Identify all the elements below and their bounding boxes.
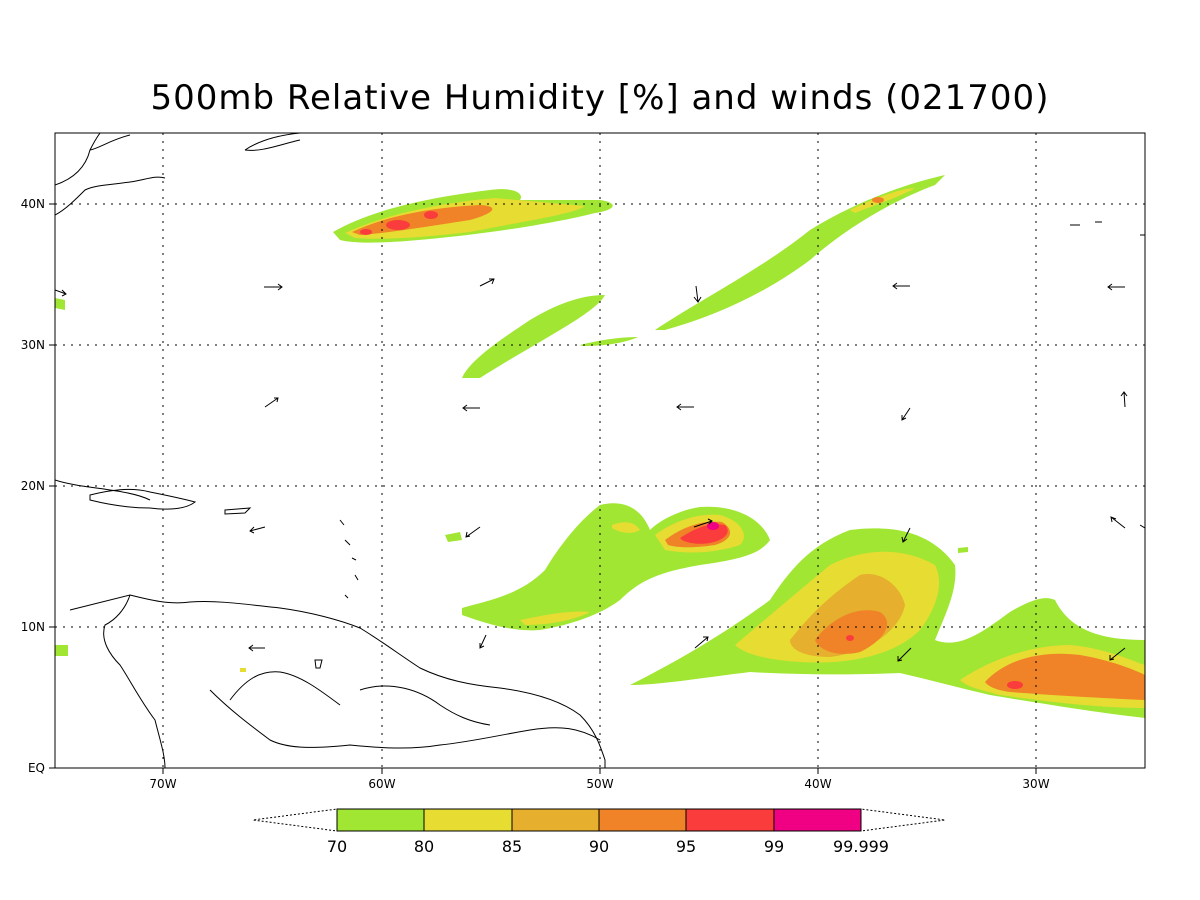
map-title: 500mb Relative Humidity [%] and winds (0… xyxy=(150,78,1050,118)
lon-label-30w: 30W xyxy=(1022,777,1049,791)
lon-label-40w: 40W xyxy=(804,777,831,791)
rh-region-east-90 xyxy=(985,653,1145,700)
wind-arrow xyxy=(248,644,265,652)
rh-spot-central-99 xyxy=(707,522,719,530)
lon-labels: 70W 60W 50W 40W 30W xyxy=(149,777,1049,791)
colorbar-low-extension xyxy=(252,808,338,832)
colorbar-label: 70 xyxy=(327,837,347,856)
colorbar-high-extension xyxy=(860,808,946,832)
rh-region-diagonal-70 xyxy=(655,175,945,330)
lon-label-70w: 70W xyxy=(149,777,176,791)
wind-arrow xyxy=(693,518,713,528)
colorbar-label: 99.999 xyxy=(833,837,889,856)
lat-label-20n: 20N xyxy=(21,479,45,493)
colorbar-label: 95 xyxy=(676,837,696,856)
south-america-coast xyxy=(69,594,606,768)
coastlines xyxy=(55,133,1145,768)
wind-arrow xyxy=(462,404,480,412)
colorbar-swatch xyxy=(773,808,862,832)
graticule xyxy=(55,133,1145,768)
rh-region-30n-70 xyxy=(462,295,605,378)
colorbar-label: 99 xyxy=(764,837,784,856)
rh-spot-north-95 xyxy=(386,220,410,230)
wind-arrow xyxy=(901,527,911,543)
lat-label-eq: EQ xyxy=(28,761,45,775)
wind-arrow xyxy=(55,289,67,297)
colorbar-label: 85 xyxy=(502,837,522,856)
wind-arrow xyxy=(479,278,495,287)
cuba-coast xyxy=(55,479,151,501)
lat-label-40n: 40N xyxy=(21,197,45,211)
colorbar-swatch xyxy=(685,808,775,832)
wind-arrow xyxy=(479,634,487,649)
lon-label-50w: 50W xyxy=(586,777,613,791)
hispaniola-coast xyxy=(89,488,197,510)
lon-label-60w: 60W xyxy=(368,777,395,791)
wind-arrow xyxy=(1120,391,1128,408)
colorbar-swatch xyxy=(598,808,687,832)
wind-arrow xyxy=(694,636,709,649)
wind-arrow xyxy=(676,403,694,411)
lat-label-10n: 10N xyxy=(21,620,45,634)
wind-arrow xyxy=(1109,647,1126,661)
lat-label-30n: 30N xyxy=(21,338,45,352)
wind-arrow xyxy=(264,283,283,291)
wind-arrow xyxy=(264,397,279,408)
wind-arrow xyxy=(249,526,266,534)
wind-arrow xyxy=(1107,283,1125,291)
north-america-coast xyxy=(55,133,166,216)
colorbar-swatch xyxy=(423,808,513,832)
wind-arrow xyxy=(892,282,910,290)
wind-arrow xyxy=(901,407,911,421)
wind-arrow xyxy=(693,285,702,303)
rh-region-north-90 xyxy=(352,205,493,235)
wind-vectors xyxy=(55,278,1128,662)
wind-arrow xyxy=(897,647,912,662)
wind-arrow xyxy=(1110,516,1126,529)
lat-labels: 40N 30N 20N 10N EQ xyxy=(21,197,45,775)
colorbar-swatch xyxy=(336,808,425,832)
colorbar-label: 80 xyxy=(414,837,434,856)
colorbar-swatch xyxy=(511,808,600,832)
colorbar: 70 80 85 90 95 99 99.999 xyxy=(252,808,946,856)
wind-arrow xyxy=(465,526,481,538)
colorbar-label: 90 xyxy=(589,837,609,856)
humidity-contours xyxy=(55,175,1145,718)
axis-ticks xyxy=(49,203,1037,774)
